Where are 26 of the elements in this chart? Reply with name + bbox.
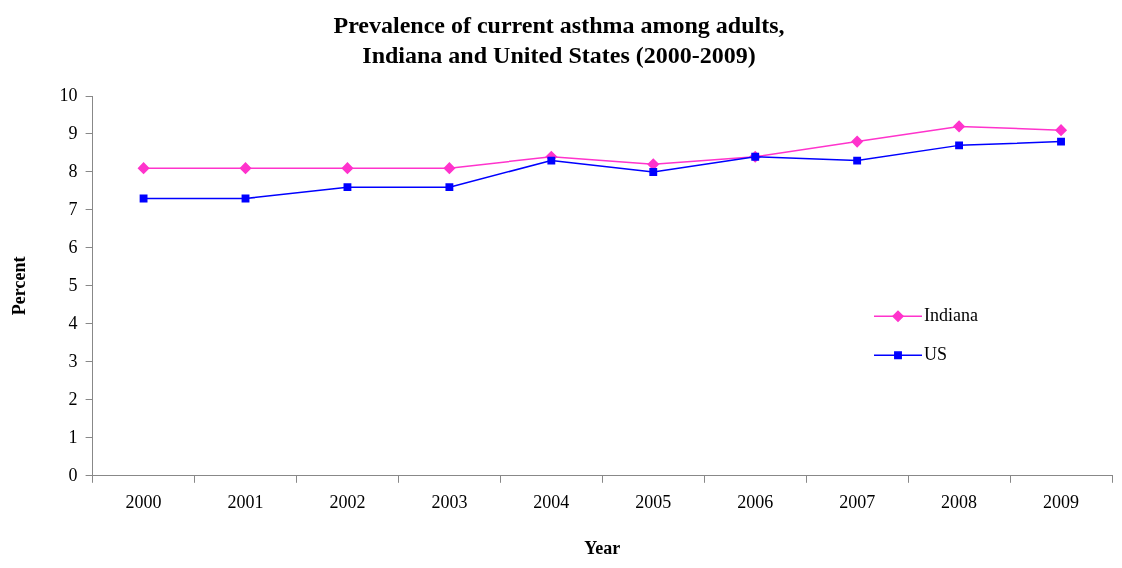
chart-title: Prevalence of current asthma among adults, Indiana and United States (2000-2009) bbox=[333, 12, 785, 69]
x-tick-label: 2007 bbox=[839, 492, 876, 513]
x-tick-label: 2000 bbox=[125, 492, 162, 513]
legend-label: US bbox=[924, 344, 948, 365]
y-axis-title: Percent bbox=[9, 256, 30, 316]
y-tick-label: 5 bbox=[68, 274, 78, 295]
y-tick-label: 8 bbox=[68, 160, 78, 181]
y-tick-label: 10 bbox=[59, 84, 78, 105]
y-tick-label: 9 bbox=[68, 122, 78, 143]
x-tick-label: 2005 bbox=[635, 492, 672, 513]
y-tick-label: 7 bbox=[68, 198, 78, 219]
x-tick-label: 2009 bbox=[1043, 492, 1080, 513]
x-axis-title: Year bbox=[584, 537, 621, 558]
x-tick-label: 2001 bbox=[227, 492, 264, 513]
x-tick-label: 2002 bbox=[329, 492, 366, 513]
y-tick-label: 0 bbox=[68, 464, 78, 485]
x-tick-label: 2004 bbox=[533, 492, 570, 513]
legend-label: Indiana bbox=[924, 305, 978, 326]
x-tick-label: 2006 bbox=[737, 492, 774, 513]
y-tick-label: 4 bbox=[68, 312, 78, 333]
x-tick-label: 2003 bbox=[431, 492, 468, 513]
y-tick-label: 3 bbox=[68, 350, 78, 371]
y-tick-label: 2 bbox=[68, 388, 78, 409]
y-tick-label: 6 bbox=[68, 236, 78, 257]
y-tick-label: 1 bbox=[68, 426, 78, 447]
x-tick-label: 2008 bbox=[941, 492, 978, 513]
